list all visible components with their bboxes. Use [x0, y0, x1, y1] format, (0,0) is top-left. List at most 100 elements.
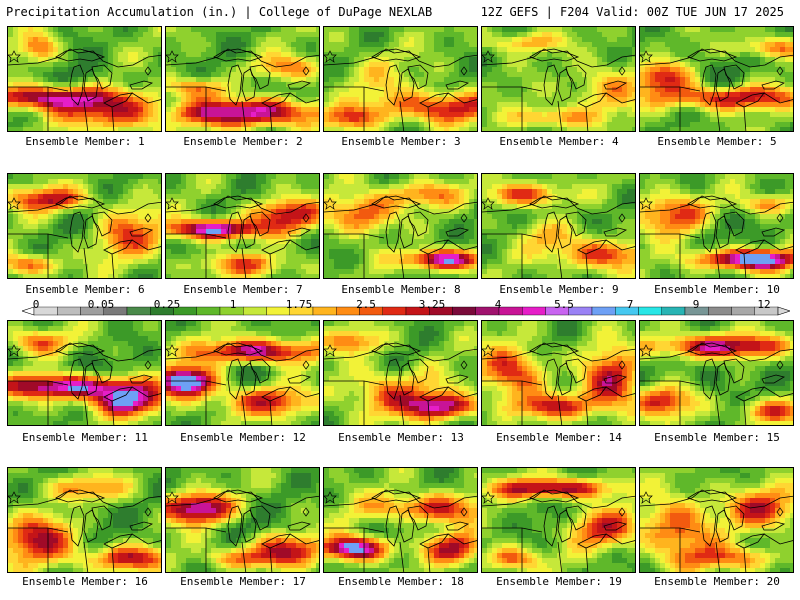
map-outline [715, 509, 731, 543]
map-outline [8, 380, 161, 425]
map-outline [385, 211, 401, 253]
map-outline [557, 68, 573, 102]
map-outline [371, 48, 422, 62]
star-marker-icon [482, 344, 495, 357]
star-marker-icon [8, 50, 21, 63]
map-outline [577, 386, 607, 402]
map-outline [8, 527, 161, 572]
map-outline [603, 80, 628, 90]
star-marker-icon [166, 344, 179, 357]
map-outline [241, 215, 257, 249]
precip-field [8, 174, 161, 278]
map-outline [324, 489, 477, 509]
precip-field [640, 321, 793, 425]
precip-field [640, 468, 793, 572]
map-panel-member-4 [481, 26, 636, 132]
precip-field [640, 27, 793, 131]
map-outline [640, 527, 793, 572]
panel-label: Ensemble Member: 2 [183, 135, 303, 148]
panel-label: Ensemble Member: 11 [22, 431, 148, 444]
panel-label: Ensemble Member: 16 [22, 575, 148, 588]
colorbar-tick-label: 4 [494, 298, 502, 311]
diamond-marker-icon [144, 360, 152, 370]
star-marker-icon [482, 491, 495, 504]
star-marker-icon [324, 197, 337, 210]
map-outline [640, 489, 793, 509]
map-outline [261, 386, 291, 402]
map-outline [482, 48, 635, 68]
map-outline [241, 68, 257, 102]
colorbar-tick-label: 1.75 [285, 298, 313, 311]
map-outline [261, 92, 291, 108]
colorbar-tick-label: 3.25 [418, 298, 446, 311]
colorbar-tick-label: 2.5 [356, 298, 376, 311]
map-outline [261, 533, 291, 549]
star-marker-icon [640, 344, 653, 357]
panel-label: Ensemble Member: 5 [657, 135, 777, 148]
map-outline [324, 527, 477, 572]
colorbar-right-arrow [777, 306, 790, 316]
map-outline [166, 489, 319, 509]
map-panel-member-16 [7, 467, 162, 573]
colorbar-swatch [638, 306, 662, 316]
star-marker-icon [324, 344, 337, 357]
panel-label: Ensemble Member: 1 [25, 135, 145, 148]
map-outline [529, 195, 580, 209]
map-panel-member-3 [323, 26, 478, 132]
map-outline [227, 211, 243, 253]
colorbar-swatch [452, 306, 476, 316]
diamond-marker-icon [460, 66, 468, 76]
map-outline [324, 233, 477, 278]
panel-label: Ensemble Member: 18 [338, 575, 464, 588]
map-panel-member-5 [639, 26, 794, 132]
colorbar-tick-label: 0.25 [153, 298, 181, 311]
panel-label: Ensemble Member: 4 [499, 135, 619, 148]
map-outline [543, 211, 559, 253]
colorbar-tick-label: 7 [626, 298, 634, 311]
map-outline [715, 68, 731, 102]
map-outline [399, 68, 415, 102]
colorbar-tick-label: 12 [757, 298, 771, 311]
precip-field [482, 321, 635, 425]
map-outline [287, 374, 312, 384]
precip-field [8, 468, 161, 572]
map-outline [129, 80, 154, 90]
map-outline [735, 239, 765, 255]
star-marker-icon [324, 50, 337, 63]
map-outline [287, 521, 312, 531]
map-outline [529, 48, 580, 62]
map-outline [557, 362, 573, 396]
precip-field [324, 174, 477, 278]
map-outline [69, 505, 85, 547]
map-panel-member-6 [7, 173, 162, 279]
map-outline [371, 342, 422, 356]
map-outline [213, 195, 264, 209]
map-outline [241, 362, 257, 396]
map-outline [687, 489, 738, 503]
map-outline [69, 64, 85, 106]
colorbar-swatch [522, 306, 546, 316]
precip-field [166, 174, 319, 278]
colorbar-swatch [498, 306, 523, 316]
map-outline [83, 509, 99, 543]
map-outline [419, 533, 449, 549]
diamond-marker-icon [776, 507, 784, 517]
map-outline [371, 489, 422, 503]
map-outline [419, 386, 449, 402]
map-panel-member-13 [323, 320, 478, 426]
colorbar-swatch [661, 306, 686, 316]
map-outline [83, 362, 99, 396]
diamond-marker-icon [302, 213, 310, 223]
map-outline [603, 374, 628, 384]
star-marker-icon [8, 491, 21, 504]
star-marker-icon [8, 344, 21, 357]
colorbar-swatch [382, 306, 407, 316]
map-outline [701, 505, 717, 547]
diamond-marker-icon [776, 213, 784, 223]
diamond-marker-icon [618, 360, 626, 370]
precip-field [166, 468, 319, 572]
map-outline [640, 380, 793, 425]
map-title: Precipitation Accumulation (in.) | Colle… [6, 5, 433, 19]
panel-label: Ensemble Member: 13 [338, 431, 464, 444]
star-marker-icon [166, 491, 179, 504]
